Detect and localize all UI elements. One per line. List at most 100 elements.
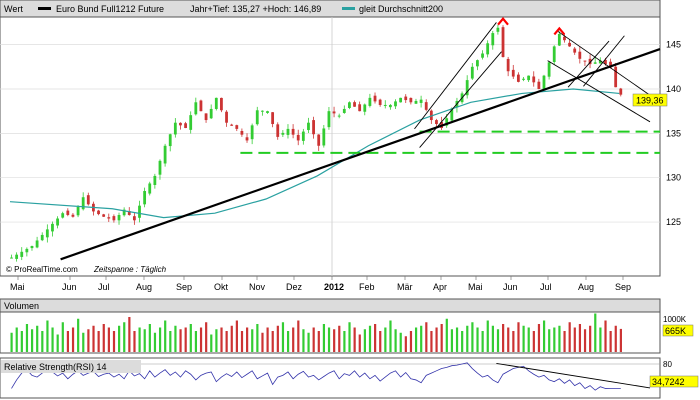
volume-bar xyxy=(394,329,397,352)
volume-bar xyxy=(435,327,438,352)
candle-body xyxy=(230,124,234,126)
candle-body xyxy=(557,33,561,46)
candle-body xyxy=(506,58,510,72)
ma-legend-swatch xyxy=(342,7,355,10)
rsi-last-label: 34,7242 xyxy=(652,377,685,387)
candle-body xyxy=(337,115,341,117)
month-label: Sep xyxy=(176,282,192,292)
candle-body xyxy=(348,102,351,109)
volume-bar xyxy=(123,322,126,352)
candle-body xyxy=(327,111,331,128)
rsi-y-tick: 80 xyxy=(663,360,672,369)
channel-line xyxy=(583,35,625,87)
volume-bar xyxy=(522,325,525,352)
volume-bar xyxy=(619,328,622,352)
series-legend-swatch xyxy=(38,7,51,10)
candle-body xyxy=(40,234,44,241)
candle-body xyxy=(409,97,413,103)
volume-bar xyxy=(148,324,151,352)
volume-bar xyxy=(179,329,182,352)
volume-bar xyxy=(327,327,331,352)
price-y-tick: 130 xyxy=(666,173,681,183)
candle-body xyxy=(281,132,285,135)
candle-body xyxy=(86,195,90,205)
candle-body xyxy=(317,134,321,146)
candle-body xyxy=(537,81,541,89)
price-grid xyxy=(0,17,660,276)
volume-bar xyxy=(466,325,469,352)
volume-bar xyxy=(379,331,382,352)
candle-body xyxy=(235,125,239,129)
candle-body xyxy=(10,257,13,259)
candle-body xyxy=(81,197,85,210)
candle-body xyxy=(394,101,397,107)
volume-bar xyxy=(240,331,244,352)
candle-body xyxy=(486,43,490,55)
volume-bar xyxy=(389,320,392,352)
month-label: Jun xyxy=(62,282,77,292)
volume-bar xyxy=(41,331,44,352)
candle-body xyxy=(532,76,536,83)
candle-body xyxy=(76,206,80,216)
candle-body xyxy=(245,137,249,141)
volume-bar xyxy=(322,324,326,352)
candle-body xyxy=(148,183,152,194)
volume-bar xyxy=(496,329,500,352)
volume-bar xyxy=(281,322,285,352)
month-label: Jul xyxy=(98,282,110,292)
candle-body xyxy=(204,113,208,121)
candle-body xyxy=(214,97,218,109)
candle-body xyxy=(491,33,495,46)
volume-y-tick: 1000K xyxy=(663,315,687,324)
volume-bar xyxy=(246,327,249,352)
candle-body xyxy=(619,88,623,95)
volume-bar xyxy=(235,320,238,352)
volume-bar xyxy=(420,325,423,352)
volume-bar xyxy=(205,322,208,352)
month-label: Feb xyxy=(359,282,375,292)
month-label: 2012 xyxy=(324,282,344,292)
volume-bar xyxy=(594,313,597,352)
candle-body xyxy=(604,59,607,65)
candle-body xyxy=(378,99,382,105)
volume-bar xyxy=(297,320,300,352)
volume-bar xyxy=(153,332,157,352)
month-label: Nov xyxy=(249,282,266,292)
candle-body xyxy=(97,210,100,215)
candle-body xyxy=(465,80,469,96)
candle-body xyxy=(516,74,520,82)
volume-bar xyxy=(266,327,269,352)
candle-body xyxy=(593,62,597,64)
price-panel-label: Wert xyxy=(4,4,23,14)
candle-body xyxy=(163,145,167,164)
volume-bar xyxy=(194,331,198,352)
volume-bar xyxy=(128,317,131,352)
volume-bar xyxy=(112,331,116,352)
candle-body xyxy=(45,229,49,238)
candle-body xyxy=(445,118,449,126)
candle-body xyxy=(547,62,551,77)
candle-body xyxy=(132,216,136,221)
volume-bar xyxy=(174,325,177,352)
volume-bar xyxy=(261,332,264,352)
volume-bar xyxy=(568,322,571,352)
volume-bar xyxy=(537,324,541,352)
volume-bar xyxy=(358,334,361,352)
volume-bar xyxy=(430,331,433,352)
volume-panel: Volumen 1000K 665K xyxy=(0,298,694,354)
volume-bar xyxy=(455,327,459,352)
candle-body xyxy=(25,248,29,253)
series-title: Euro Bund Full1212 Future xyxy=(56,4,164,14)
candle-body xyxy=(153,175,157,185)
volume-bar xyxy=(118,325,121,352)
candle-body xyxy=(276,124,280,137)
volume-panel-header xyxy=(0,298,661,313)
month-label: Jun xyxy=(503,282,518,292)
price-y-tick: 135 xyxy=(666,128,681,138)
volume-bar xyxy=(92,325,95,352)
volume-bar xyxy=(333,329,336,352)
candle-body xyxy=(414,100,418,104)
candle-body xyxy=(179,122,182,126)
price-y-tick: 140 xyxy=(666,84,681,94)
volume-bar xyxy=(368,325,372,352)
